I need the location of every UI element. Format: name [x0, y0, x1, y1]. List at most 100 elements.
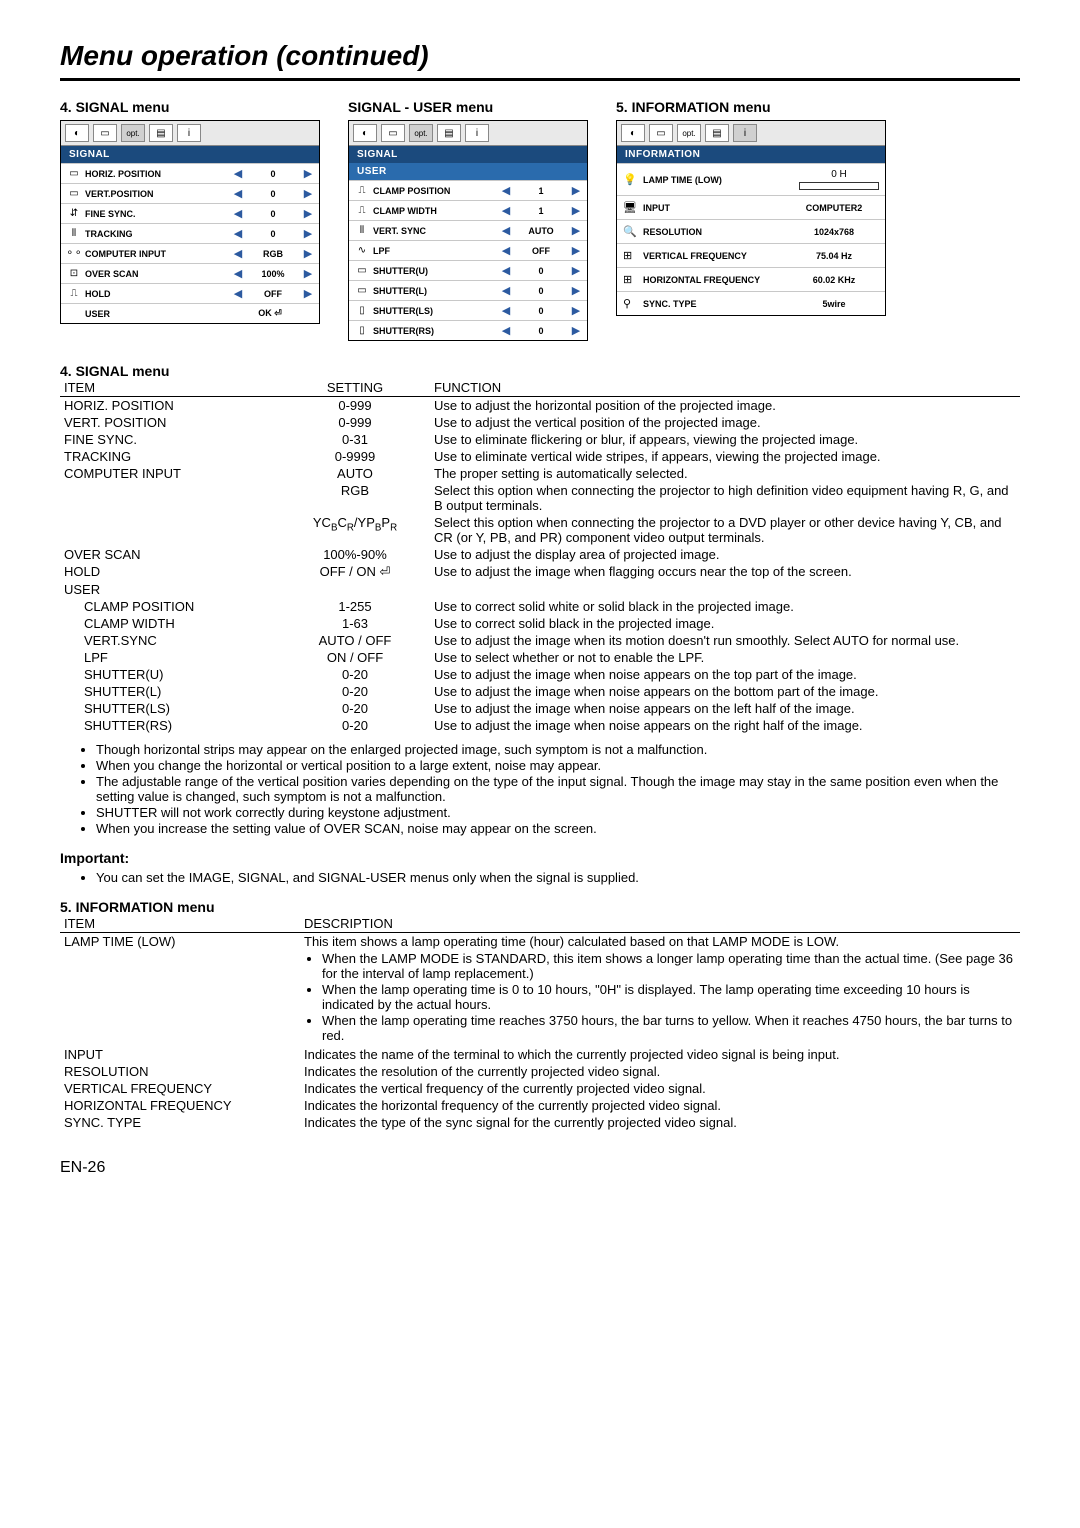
- tab-icon[interactable]: ▭: [93, 124, 117, 142]
- row-icon: ▭: [353, 265, 371, 276]
- row-label: HORIZONTAL FREQUENCY: [643, 275, 789, 285]
- menu-row[interactable]: ▭ HORIZ. POSITION ◀ 0 ▶: [61, 163, 319, 183]
- tab-icon[interactable]: ▭: [649, 124, 673, 142]
- tab-icon[interactable]: ▤: [149, 124, 173, 142]
- user-row-label: USER: [83, 309, 225, 319]
- tab-info[interactable]: i: [465, 124, 489, 142]
- left-arrow-icon[interactable]: ◀: [499, 284, 513, 297]
- left-arrow-icon[interactable]: ◀: [231, 267, 245, 280]
- menu-row[interactable]: ▭ VERT.POSITION ◀ 0 ▶: [61, 183, 319, 203]
- left-arrow-icon[interactable]: ◀: [499, 264, 513, 277]
- right-arrow-icon[interactable]: ▶: [569, 224, 583, 237]
- info-row: 🖥 INPUTCOMPUTER2: [617, 195, 885, 219]
- right-arrow-icon[interactable]: ▶: [569, 204, 583, 217]
- right-arrow-icon[interactable]: ▶: [301, 267, 315, 280]
- tab-opt[interactable]: opt.: [677, 124, 701, 142]
- tab-row: ◐ ▭ opt. ▤ i: [349, 121, 587, 146]
- row-label: VERT.POSITION: [83, 189, 231, 199]
- th-description: DESCRIPTION: [300, 915, 1020, 933]
- table-row: OVER SCAN 100%-90% Use to adjust the dis…: [60, 546, 1020, 563]
- menu-row[interactable]: ⎍ HOLD ◀ OFF ▶: [61, 283, 319, 303]
- table-row: SHUTTER(LS) 0-20 Use to adjust the image…: [60, 700, 1020, 717]
- tab-opt[interactable]: opt.: [409, 124, 433, 142]
- row-icon: ⚬⚬: [65, 248, 83, 259]
- menu-row[interactable]: ▭ SHUTTER(L) ◀ 0 ▶: [349, 280, 587, 300]
- row-label: SYNC. TYPE: [643, 299, 789, 309]
- tab-icon[interactable]: ▤: [437, 124, 461, 142]
- info-table: ITEM DESCRIPTION LAMP TIME (LOW) This it…: [60, 915, 1020, 1131]
- tab-opt[interactable]: opt.: [121, 124, 145, 142]
- cell-item: VERT.SYNC: [60, 632, 280, 649]
- right-arrow-icon[interactable]: ▶: [301, 287, 315, 300]
- user-row[interactable]: USER OK ⏎: [61, 303, 319, 323]
- row-label: SHUTTER(L): [371, 286, 499, 296]
- info-value: 0 H: [799, 169, 879, 180]
- right-arrow-icon[interactable]: ▶: [569, 184, 583, 197]
- left-arrow-icon[interactable]: ◀: [499, 304, 513, 317]
- cell-function: Use to correct solid white or solid blac…: [430, 598, 1020, 615]
- cell-item: SHUTTER(RS): [60, 717, 280, 734]
- right-arrow-icon[interactable]: ▶: [301, 247, 315, 260]
- right-arrow-icon[interactable]: ▶: [569, 244, 583, 257]
- right-arrow-icon[interactable]: ▶: [301, 207, 315, 220]
- menu-row[interactable]: ▭ SHUTTER(U) ◀ 0 ▶: [349, 260, 587, 280]
- cell-setting: 1-63: [280, 615, 430, 632]
- left-arrow-icon[interactable]: ◀: [231, 247, 245, 260]
- cell-item: [60, 482, 280, 514]
- tab-icon[interactable]: ◐: [353, 124, 377, 142]
- tab-info[interactable]: i: [177, 124, 201, 142]
- row-icon: ⎍: [65, 288, 83, 299]
- menu-row[interactable]: ⊡ OVER SCAN ◀ 100% ▶: [61, 263, 319, 283]
- cell-setting: 1-255: [280, 598, 430, 615]
- info-value: 5wire: [789, 299, 879, 309]
- row-icon: ⚲: [623, 297, 643, 310]
- tab-icon[interactable]: ◐: [65, 124, 89, 142]
- cell-item: SYNC. TYPE: [60, 1114, 300, 1131]
- menu-row[interactable]: ▯ SHUTTER(RS) ◀ 0 ▶: [349, 320, 587, 340]
- right-arrow-icon[interactable]: ▶: [301, 187, 315, 200]
- right-arrow-icon[interactable]: ▶: [301, 167, 315, 180]
- information-menu-label: 5. INFORMATION menu: [616, 99, 886, 115]
- left-arrow-icon[interactable]: ◀: [499, 184, 513, 197]
- right-arrow-icon[interactable]: ▶: [301, 227, 315, 240]
- left-arrow-icon[interactable]: ◀: [231, 167, 245, 180]
- cell-setting: AUTO / OFF: [280, 632, 430, 649]
- right-arrow-icon[interactable]: ▶: [569, 304, 583, 317]
- right-arrow-icon[interactable]: ▶: [569, 324, 583, 337]
- cell-setting: 100%-90%: [280, 546, 430, 563]
- left-arrow-icon[interactable]: ◀: [499, 204, 513, 217]
- cell-setting: AUTO: [280, 465, 430, 482]
- cell-function: Use to adjust the display area of projec…: [430, 546, 1020, 563]
- left-arrow-icon[interactable]: ◀: [499, 324, 513, 337]
- menu-row[interactable]: ▯ SHUTTER(LS) ◀ 0 ▶: [349, 300, 587, 320]
- menu-row[interactable]: ⎍ CLAMP POSITION ◀ 1 ▶: [349, 180, 587, 200]
- menu-row[interactable]: ⫴ TRACKING ◀ 0 ▶: [61, 223, 319, 243]
- menu-row[interactable]: ∿ LPF ◀ OFF ▶: [349, 240, 587, 260]
- right-arrow-icon[interactable]: ▶: [569, 264, 583, 277]
- cell-setting: ON / OFF: [280, 649, 430, 666]
- left-arrow-icon[interactable]: ◀: [231, 207, 245, 220]
- note-item: Though horizontal strips may appear on t…: [96, 742, 1020, 757]
- tab-icon[interactable]: ◐: [621, 124, 645, 142]
- tab-icon[interactable]: ▭: [381, 124, 405, 142]
- left-arrow-icon[interactable]: ◀: [231, 227, 245, 240]
- left-arrow-icon[interactable]: ◀: [499, 224, 513, 237]
- info-row: ⊞ HORIZONTAL FREQUENCY60.02 KHz: [617, 267, 885, 291]
- right-arrow-icon[interactable]: ▶: [569, 284, 583, 297]
- cell-function: Use to adjust the image when noise appea…: [430, 683, 1020, 700]
- menu-row[interactable]: ⫴ VERT. SYNC ◀ AUTO ▶: [349, 220, 587, 240]
- menu-row[interactable]: ⚬⚬ COMPUTER INPUT ◀ RGB ▶: [61, 243, 319, 263]
- left-arrow-icon[interactable]: ◀: [231, 287, 245, 300]
- left-arrow-icon[interactable]: ◀: [231, 187, 245, 200]
- tab-icon[interactable]: ▤: [705, 124, 729, 142]
- table-row: HORIZ. POSITION 0-999 Use to adjust the …: [60, 397, 1020, 415]
- note-item: The adjustable range of the vertical pos…: [96, 774, 1020, 804]
- menu-row[interactable]: ⇵ FINE SYNC. ◀ 0 ▶: [61, 203, 319, 223]
- menu-row[interactable]: ⎍ CLAMP WIDTH ◀ 1 ▶: [349, 200, 587, 220]
- row-icon: 💡: [623, 173, 643, 186]
- cell-item: VERTICAL FREQUENCY: [60, 1080, 300, 1097]
- tab-info[interactable]: i: [733, 124, 757, 142]
- row-value: 0: [245, 229, 301, 239]
- cell-function: [430, 581, 1020, 598]
- left-arrow-icon[interactable]: ◀: [499, 244, 513, 257]
